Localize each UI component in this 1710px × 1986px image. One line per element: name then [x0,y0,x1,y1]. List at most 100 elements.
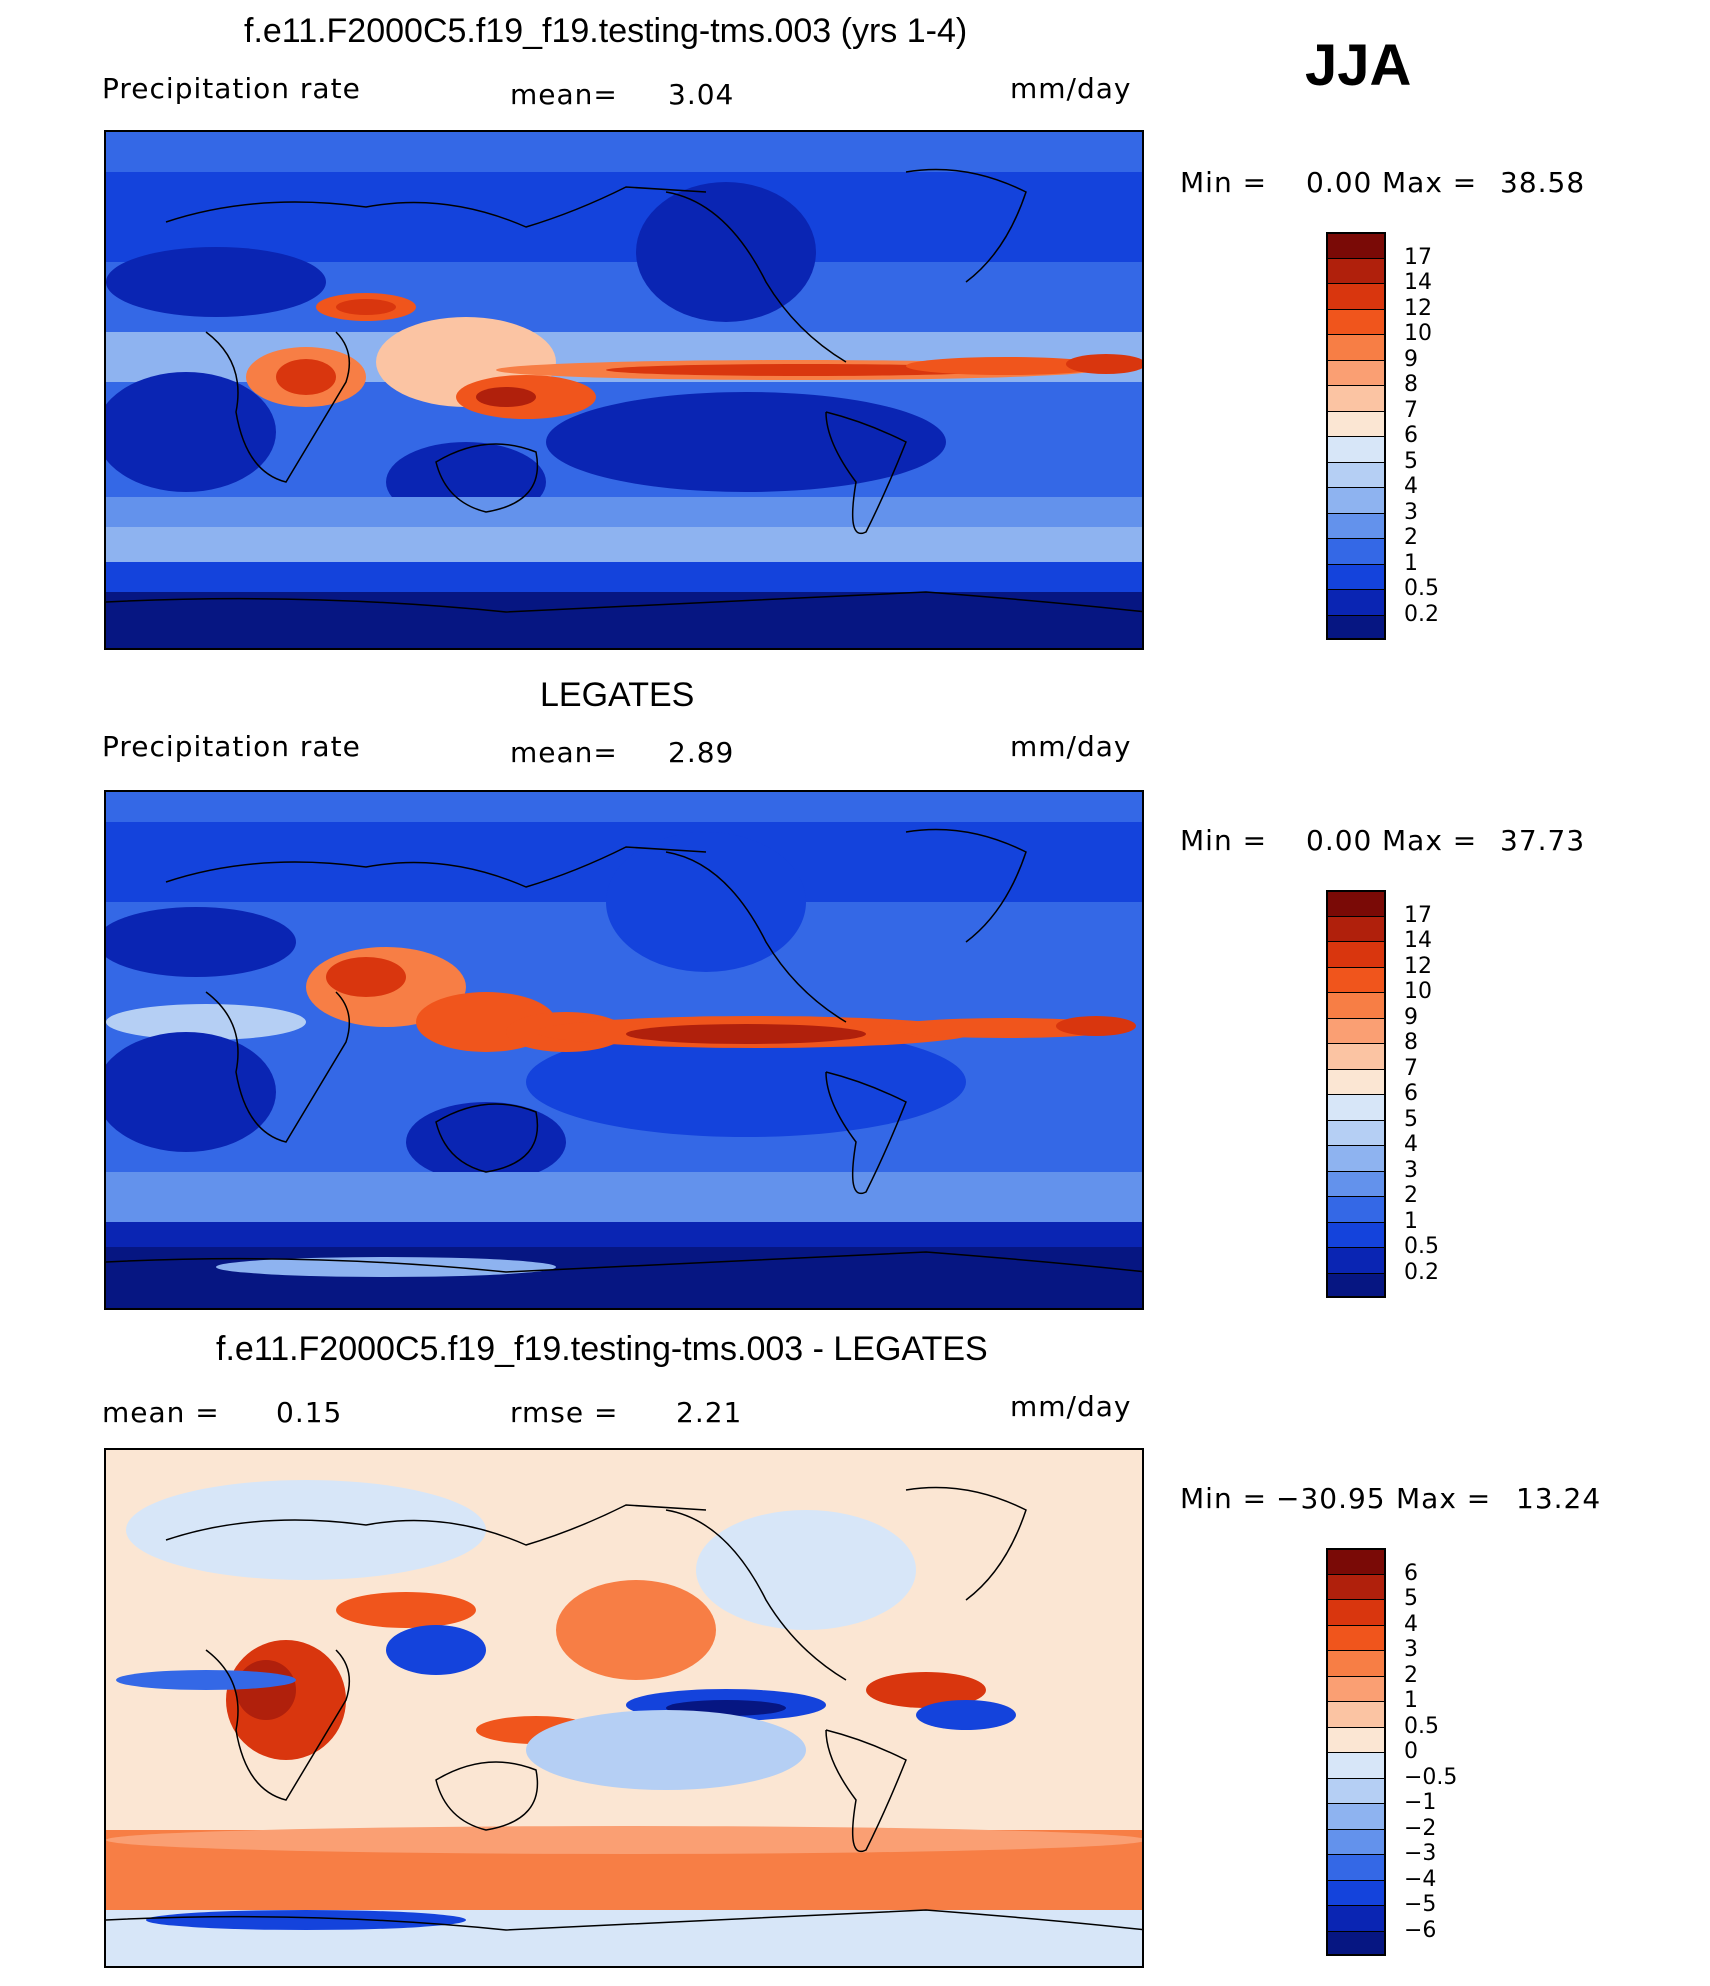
panel-2-map [104,790,1144,1310]
panel-2-min-label: Min = [1180,824,1268,857]
colorbar-tick-label: 7 [1404,1055,1418,1081]
colorbar-segment [1326,1777,1386,1803]
colorbar-segment [1326,1221,1386,1247]
colorbar-segment [1326,436,1386,462]
colorbar-segment [1326,1017,1386,1043]
colorbar-segment [1326,1119,1386,1145]
colorbar-segment [1326,538,1386,564]
colorbar-segment [1326,1675,1386,1701]
colorbar-segment [1326,487,1386,513]
panel-1-colorbar [1326,232,1386,640]
colorbar-segment [1326,1247,1386,1273]
panel-1-mean-value: 3.04 [668,78,735,111]
colorbar-segment [1326,1272,1386,1298]
colorbar-tick-label: 3 [1404,1157,1418,1183]
colorbar-segment [1326,1803,1386,1829]
colorbar-segment [1326,1752,1386,1778]
colorbar-segment [1326,992,1386,1018]
panel-3-title: f.e11.F2000C5.f19_f19.testing-tms.003 - … [216,1330,988,1368]
colorbar-segment [1326,1726,1386,1752]
colorbar-tick-label: 5 [1404,1586,1418,1611]
panel-2-max-label: Max = [1382,824,1478,857]
colorbar-segment [1326,461,1386,487]
colorbar-tick-label: −4 [1404,1866,1437,1892]
panel-3-mean-value: 0.15 [276,1396,343,1429]
colorbar-segment [1326,359,1386,385]
panel-2-title: LEGATES [540,676,695,714]
colorbar-tick-label: 8 [1404,1030,1418,1055]
colorbar-segment [1326,1650,1386,1676]
colorbar-tick-label: 0.2 [1404,1259,1439,1285]
colorbar-segment [1326,232,1386,258]
panel-2-units: mm/day [1010,730,1132,763]
colorbar-tick-label: 5 [1404,448,1418,474]
panel-3-colorbar [1326,1548,1386,1956]
colorbar-tick-label: 4 [1404,1132,1418,1157]
colorbar-tick-label: 10 [1404,979,1432,1004]
colorbar-tick-label: 3 [1404,499,1418,525]
colorbar-frame [1326,890,1386,1298]
colorbar-segment [1326,1624,1386,1650]
colorbar-frame [1326,232,1386,640]
colorbar-segment [1326,1196,1386,1222]
colorbar-segment [1326,1145,1386,1171]
colorbar-tick-label: 17 [1404,902,1432,928]
colorbar-segment [1326,1879,1386,1905]
panel-1-max-value: 38.58 [1500,166,1586,199]
colorbar-segment [1326,1599,1386,1625]
panel-3-min-label: Min = [1180,1482,1268,1515]
colorbar-segment [1326,1905,1386,1931]
panel-3-map [104,1448,1144,1968]
panel-1-max-label: Max = [1382,166,1478,199]
panel-1-min-value: 0.00 [1306,166,1373,199]
colorbar-tick-label: 1 [1404,1208,1418,1234]
colorbar-segment [1326,1930,1386,1956]
panel-1-min-label: Min = [1180,166,1268,199]
colorbar-segment [1326,385,1386,411]
panel-3-min-value: −30.95 [1276,1482,1386,1515]
panel-2-variable-label: Precipitation rate [102,730,361,763]
colorbar-tick-label: 8 [1404,372,1418,397]
colorbar-segment [1326,1068,1386,1094]
panel-3-map-field [106,1450,1142,1966]
panel-3-units: mm/day [1010,1390,1132,1423]
colorbar-segment [1326,915,1386,941]
colorbar-tick-label: 10 [1404,321,1432,346]
panel-3-rmse-label: rmse = [510,1396,619,1429]
colorbar-segment [1326,1043,1386,1069]
colorbar-tick-label: 0 [1404,1739,1418,1764]
colorbar-segment [1326,1548,1386,1574]
panel-2-mean-label: mean= [510,736,618,769]
panel-2-mean-value: 2.89 [668,736,735,769]
colorbar-tick-label: −3 [1404,1841,1437,1866]
colorbar-tick-label: 7 [1404,397,1418,423]
panel-3-max-label: Max = [1396,1482,1492,1515]
season-label: JJA [1305,33,1412,98]
colorbar-tick-label: 6 [1404,423,1418,448]
colorbar-tick-label: 0.5 [1404,576,1439,601]
colorbar-tick-label: 4 [1404,1611,1418,1637]
colorbar-frame [1326,1548,1386,1956]
colorbar-tick-label: 5 [1404,1106,1418,1132]
colorbar-tick-label: 9 [1404,1004,1418,1030]
colorbar-tick-label: 14 [1404,270,1432,295]
panel-1-map-field [106,132,1142,648]
colorbar-tick-label: 6 [1404,1560,1418,1586]
colorbar-tick-label: 12 [1404,953,1432,979]
colorbar-segment [1326,1701,1386,1727]
colorbar-segment [1326,890,1386,916]
colorbar-tick-label: 17 [1404,244,1432,270]
panel-2-map-field [106,792,1142,1308]
colorbar-tick-label: 4 [1404,474,1418,499]
colorbar-tick-label: −0.5 [1404,1764,1458,1790]
panel-2-colorbar [1326,890,1386,1298]
colorbar-segment [1326,1828,1386,1854]
panel-2-min-value: 0.00 [1306,824,1373,857]
colorbar-segment [1326,308,1386,334]
colorbar-tick-label: 9 [1404,346,1418,372]
colorbar-segment [1326,1094,1386,1120]
colorbar-segment [1326,334,1386,360]
colorbar-tick-label: −1 [1404,1790,1437,1815]
panel-1-mean-label: mean= [510,78,618,111]
colorbar-tick-label: 2 [1404,1662,1418,1688]
